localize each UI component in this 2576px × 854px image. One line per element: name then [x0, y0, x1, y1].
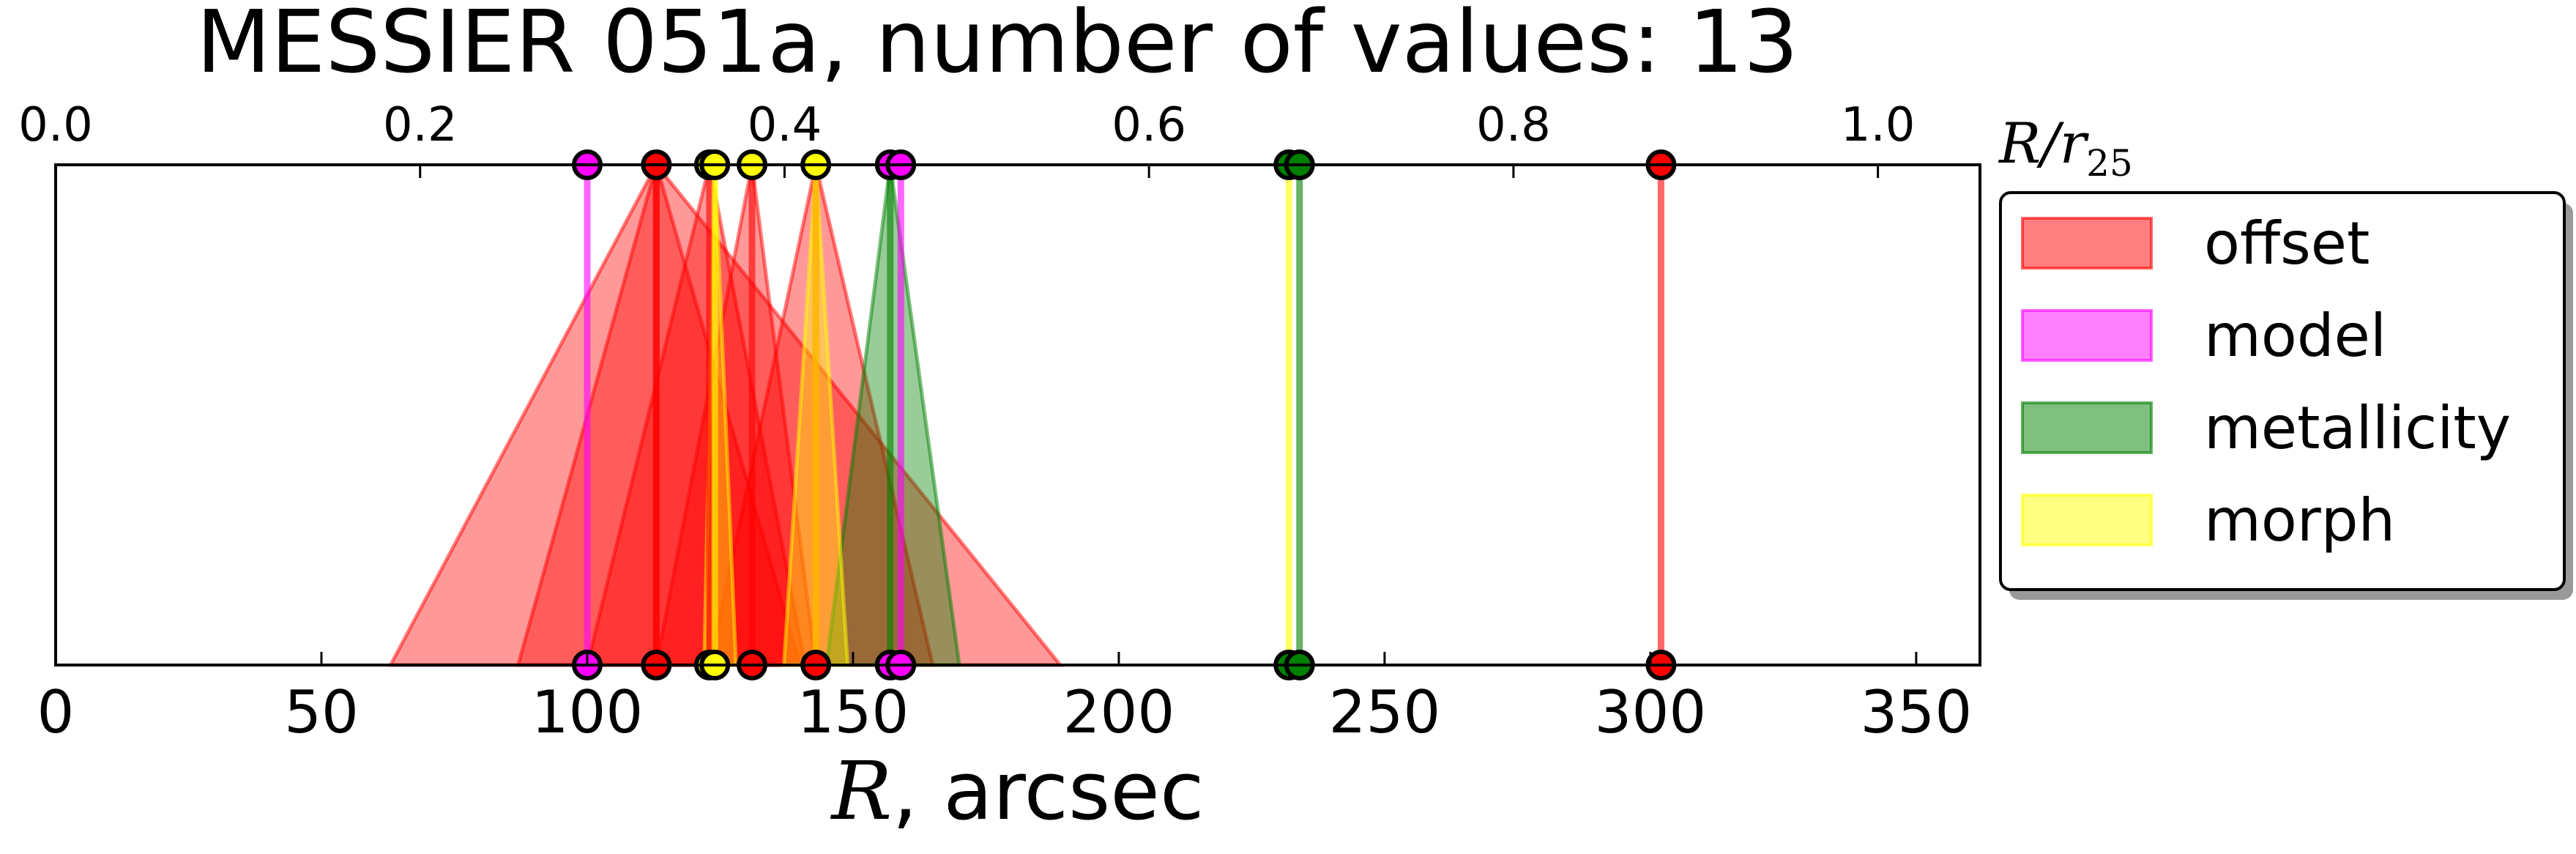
x-axis-label: R, arcsec [830, 744, 1205, 838]
legend-swatch-morph [2021, 494, 2153, 546]
data-lines [584, 165, 1664, 665]
x-axis-label-unit: , arcsec [892, 744, 1204, 838]
legend-label-morph: morph [2204, 486, 2395, 554]
bottom-tick-label-1: 50 [284, 678, 359, 746]
top-tick-label-4: 0.8 [1476, 98, 1551, 152]
top-tick-label-5: 1.0 [1841, 98, 1916, 152]
top-tick-label-2: 0.4 [748, 98, 822, 152]
top-axis-label-main: R/r [1998, 111, 2090, 176]
bottom-tick-label-4: 200 [1063, 678, 1175, 746]
bottom-tick-label-5: 250 [1329, 678, 1441, 746]
top-axis: 0.0 0.2 0.4 0.6 0.8 1.0 [18, 98, 1916, 178]
data-bands [387, 157, 1065, 667]
top-tick-label-3: 0.6 [1112, 98, 1186, 152]
legend-label-offset: offset [2204, 209, 2370, 278]
legend-box [1999, 191, 2566, 591]
legend-swatch-offset [2021, 217, 2153, 270]
chart-title: MESSIER 051a, number of values: 13 [196, 0, 1798, 92]
legend: offset model metallicity morph [1999, 191, 2573, 600]
legend-label-metallicity: metallicity [2204, 394, 2511, 462]
top-axis-label-sub: 25 [2086, 142, 2133, 185]
legend-swatch-model [2021, 309, 2153, 362]
top-tick-label-0: 0.0 [18, 98, 93, 152]
bottom-tick-label-3: 150 [797, 678, 909, 746]
bottom-tick-label-6: 300 [1595, 678, 1707, 746]
bottom-tick-label-7: 350 [1861, 678, 1973, 746]
bottom-tick-label-0: 0 [37, 678, 75, 746]
legend-swatch-metallicity [2021, 401, 2153, 454]
top-tick-label-1: 0.2 [383, 98, 458, 152]
x-axis-label-symbol: R [830, 744, 893, 838]
bottom-axis: 0 50 100 150 200 250 300 350 [37, 652, 1973, 746]
bottom-tick-label-2: 100 [532, 678, 644, 746]
legend-label-model: model [2204, 302, 2386, 370]
plot-frame [54, 163, 1981, 667]
top-axis-label: R/r25 [1998, 111, 2133, 185]
